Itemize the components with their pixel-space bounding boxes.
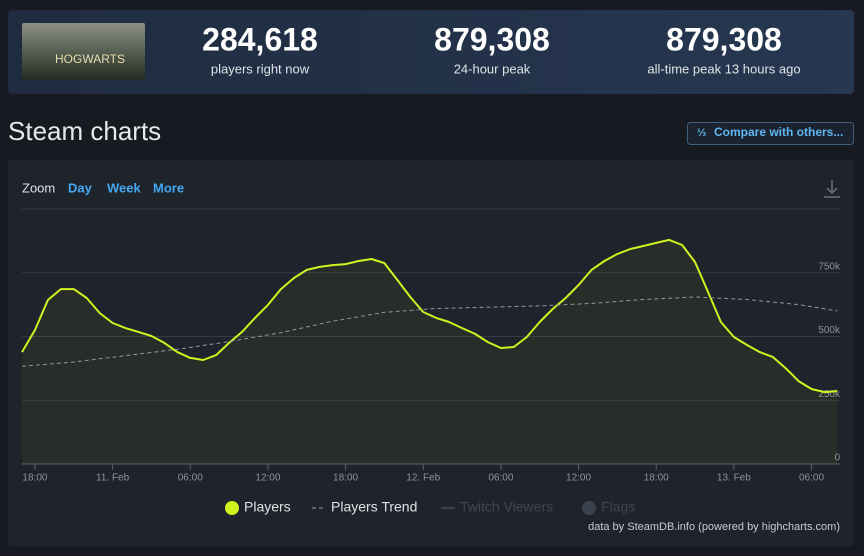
zoom-option[interactable]: Week	[107, 180, 141, 195]
x-tick-label: 18:00	[22, 473, 47, 484]
legend-symbol	[225, 501, 239, 515]
y-tick-label: 250k	[818, 389, 841, 400]
legend-symbol	[582, 501, 596, 515]
legend-item[interactable]: Players Trend	[312, 499, 417, 515]
x-tick-label: 12. Feb	[406, 473, 440, 484]
credits: data by SteamDB.info (powered by highcha…	[588, 521, 840, 533]
x-tick-label: 13. Feb	[717, 473, 751, 484]
game-image[interactable]	[22, 23, 145, 80]
series-line	[21, 238, 838, 394]
stat-label: players right now	[211, 61, 310, 76]
compare-button[interactable]	[687, 122, 854, 145]
chart-panel	[8, 160, 854, 546]
zoom-option[interactable]: Day	[68, 180, 93, 195]
stat-value: 879,308	[666, 21, 782, 57]
legend-item[interactable]: Players	[225, 499, 291, 515]
x-tick-label: 06:00	[178, 473, 203, 484]
header-panel	[8, 10, 854, 94]
compare-icon: ⅓	[697, 127, 706, 139]
plot: 0 250k 500k 750k 18:00 11. Feb 06:00 12:00 18:00…	[21, 208, 841, 484]
y-tick-label: 500k	[818, 325, 841, 336]
y-tick-label: 750k	[818, 261, 841, 272]
x-tick-label: 18:00	[644, 473, 669, 484]
series-area	[22, 239, 838, 464]
legend-label: Twitch Viewers	[460, 499, 553, 515]
legend-label: Flags	[601, 499, 635, 515]
zoom-option[interactable]: More	[153, 180, 184, 195]
x-tick-label: 12:00	[255, 473, 280, 484]
logo-text: HOGWARTS	[55, 52, 125, 66]
stat-value: 879,308	[434, 21, 550, 57]
legend-item[interactable]: Twitch Viewers	[441, 499, 553, 515]
x-tick-label: 11. Feb	[96, 473, 130, 484]
legend-label: Players	[244, 499, 291, 515]
page-title: Steam charts	[8, 116, 161, 146]
stat-label: 24-hour peak	[454, 61, 531, 76]
x-tick-label: 18:00	[333, 473, 358, 484]
x-tick-label: 12:00	[566, 473, 591, 484]
x-tick-label: 06:00	[488, 473, 513, 484]
series-line	[21, 296, 838, 367]
download-button[interactable]	[824, 180, 840, 198]
stat-value: 284,618	[202, 21, 318, 57]
legend-item[interactable]: Flags	[582, 499, 635, 515]
stat-label: all-time peak 13 hours ago	[647, 61, 800, 76]
zoom-label: Zoom	[22, 180, 55, 195]
y-tick-label: 0	[834, 453, 840, 464]
legend-label: Players Trend	[331, 499, 417, 515]
compare-text: Compare with others...	[714, 125, 843, 139]
x-tick-label: 06:00	[799, 473, 824, 484]
